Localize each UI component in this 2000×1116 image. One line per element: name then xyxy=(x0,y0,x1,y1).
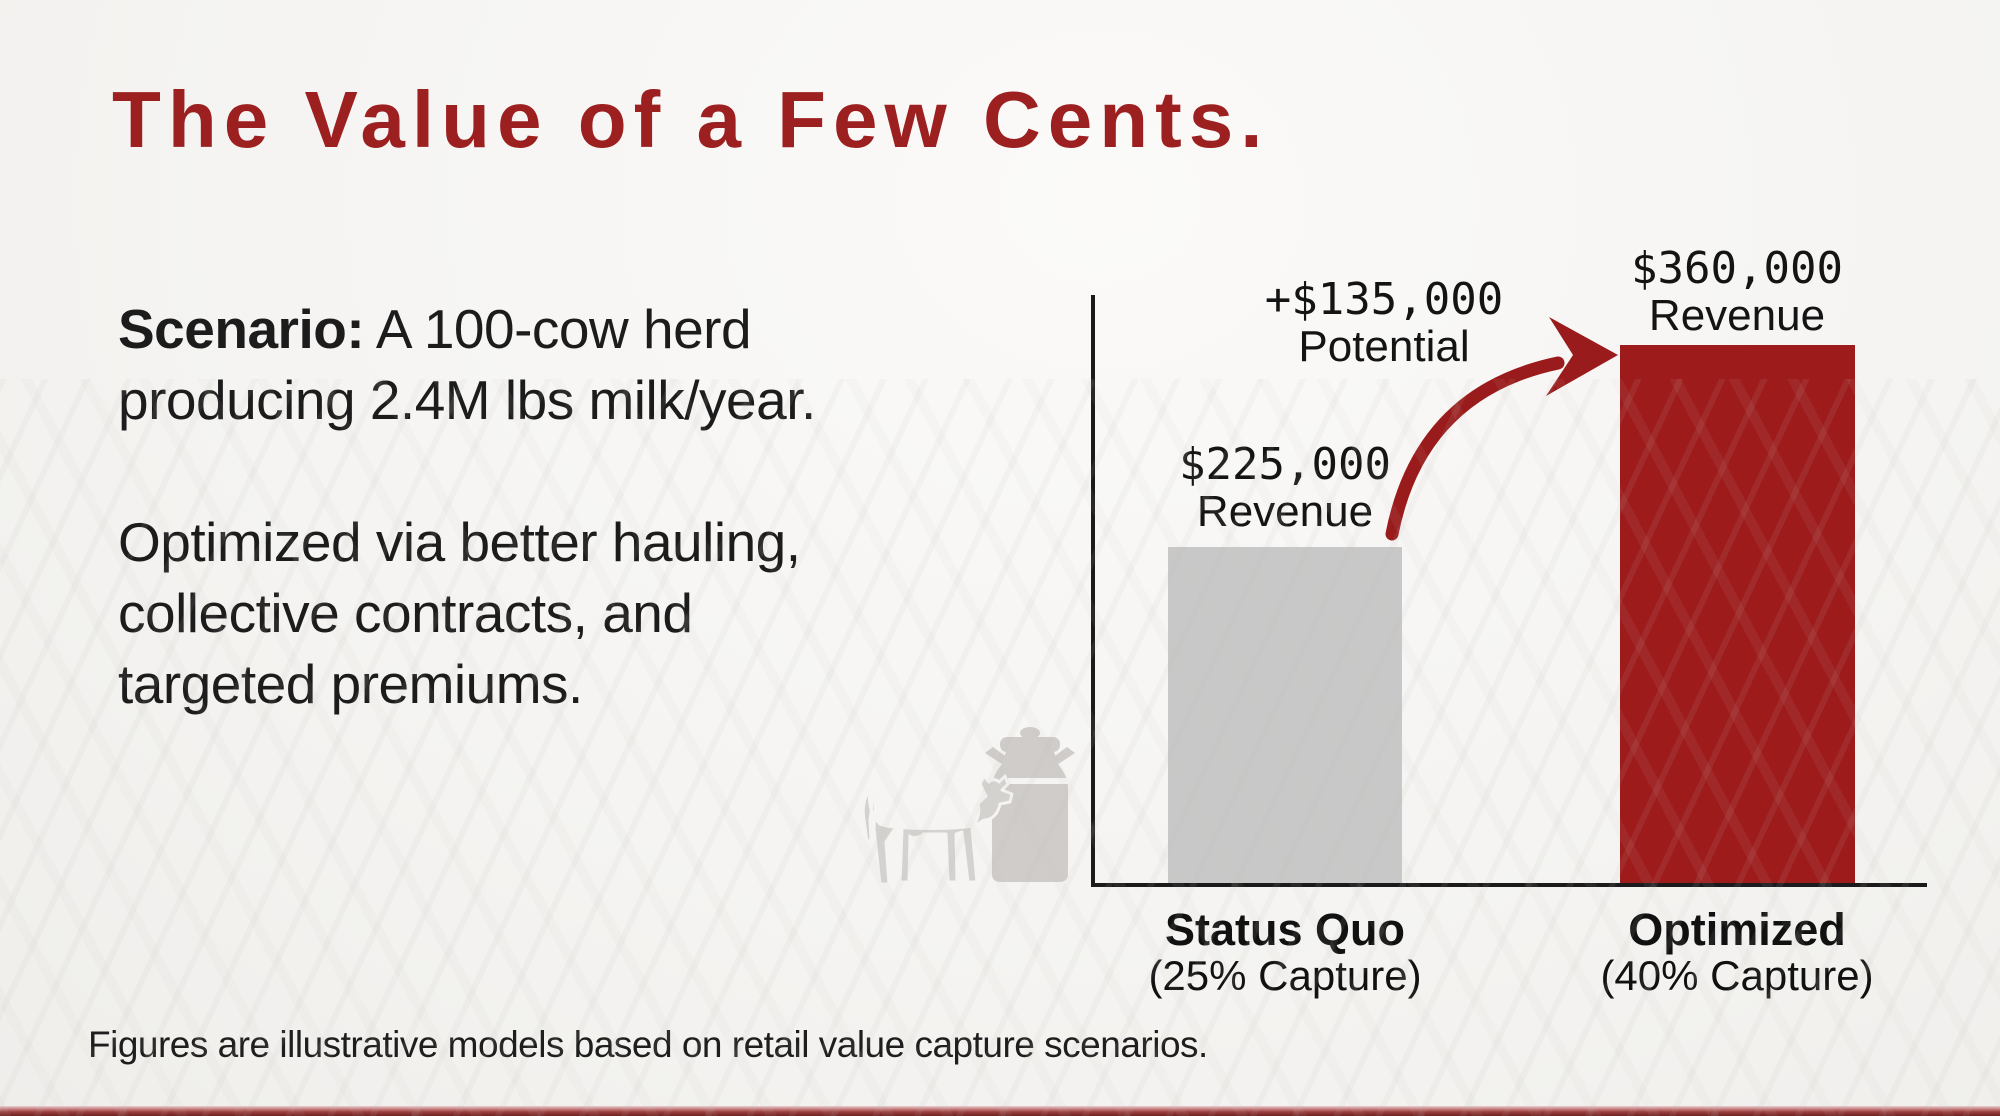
optimized-line-2: collective contracts, and xyxy=(118,582,693,644)
bar-optimized xyxy=(1620,345,1855,883)
bar-status-quo xyxy=(1168,547,1402,883)
category-optimized-name: Optimized xyxy=(1628,904,1846,955)
page-title: The Value of a Few Cents. xyxy=(112,75,1270,164)
category-optimized-capture: (40% Capture) xyxy=(1600,952,1874,999)
scenario-text: Scenario: A 100-cow herd producing 2.4M … xyxy=(118,294,816,720)
scenario-label: Scenario: xyxy=(118,298,365,360)
cow-icon xyxy=(861,774,1014,886)
x-axis xyxy=(1091,883,1927,887)
category-status-quo-capture: (25% Capture) xyxy=(1148,952,1422,999)
status-quo-value-label: $225,000 Revenue xyxy=(1179,441,1391,535)
scenario-line-1: A 100-cow herd xyxy=(364,298,752,360)
bottom-accent-bar xyxy=(0,1106,2000,1116)
farm-deco xyxy=(861,727,1075,886)
gain-sub: Potential xyxy=(1298,322,1470,371)
optimized-value-label: $360,000 Revenue xyxy=(1631,245,1843,339)
gain-amount: +$135,000 xyxy=(1264,274,1504,325)
status-quo-value: $225,000 xyxy=(1179,439,1391,490)
scenario-line-2: producing 2.4M lbs milk/year. xyxy=(118,369,816,431)
category-optimized: Optimized (40% Capture) xyxy=(1600,906,1873,999)
milk-can-icon xyxy=(985,727,1075,882)
optimized-paragraph: Optimized via better hauling, collective… xyxy=(118,507,816,720)
optimized-value-sub: Revenue xyxy=(1648,291,1826,340)
category-status-quo-name: Status Quo xyxy=(1164,904,1405,955)
optimized-line-3: targeted premiums. xyxy=(118,653,583,715)
gain-annotation: +$135,000 Potential xyxy=(1265,276,1503,370)
status-quo-value-sub: Revenue xyxy=(1196,487,1374,536)
optimized-line-1: Optimized via better hauling, xyxy=(118,511,801,573)
growth-arrow-icon xyxy=(1385,317,1618,541)
scenario-paragraph: Scenario: A 100-cow herd producing 2.4M … xyxy=(118,294,816,436)
category-status-quo: Status Quo (25% Capture) xyxy=(1148,906,1421,999)
footer-note: Figures are illustrative models based on… xyxy=(88,1024,1208,1065)
y-axis xyxy=(1091,295,1095,887)
optimized-value: $360,000 xyxy=(1631,243,1843,294)
